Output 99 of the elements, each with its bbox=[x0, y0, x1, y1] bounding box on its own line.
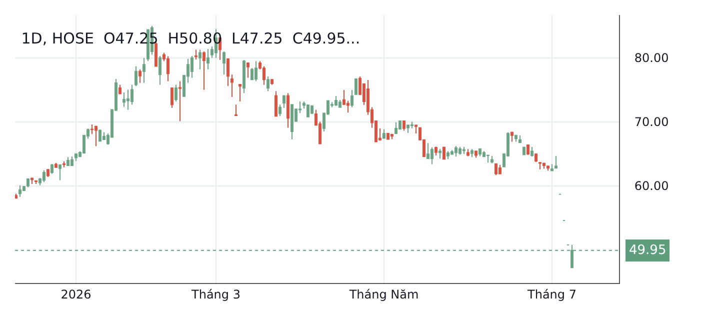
candlestick bbox=[434, 146, 438, 156]
candlestick bbox=[206, 48, 210, 70]
candlestick bbox=[486, 154, 490, 164]
x-tick-label: Tháng 7 bbox=[526, 287, 576, 302]
candlestick bbox=[238, 84, 242, 102]
candlestick bbox=[242, 59, 246, 94]
candlestick bbox=[570, 244, 574, 268]
candlestick bbox=[70, 156, 74, 166]
candlestick bbox=[222, 51, 226, 76]
candlestick bbox=[42, 170, 46, 183]
candlestick bbox=[142, 57, 146, 84]
candlestick bbox=[442, 146, 446, 160]
candlestick bbox=[278, 104, 282, 117]
ref-line-label: 49.95 bbox=[629, 243, 666, 258]
candlestick bbox=[518, 134, 522, 143]
candlestick bbox=[430, 146, 434, 165]
y-tick-label: 80.00 bbox=[634, 51, 669, 66]
candlestick bbox=[350, 89, 354, 108]
x-tick-label: 2026 bbox=[60, 287, 92, 302]
candlestick bbox=[514, 134, 518, 142]
candlestick bbox=[166, 56, 170, 82]
candlestick bbox=[554, 155, 558, 169]
candlestick bbox=[290, 104, 294, 140]
candlestick bbox=[478, 148, 482, 157]
candlestick bbox=[54, 162, 58, 168]
candlestick bbox=[286, 92, 290, 128]
candlestick bbox=[194, 49, 198, 60]
candlestick bbox=[334, 96, 338, 106]
candlestick bbox=[122, 92, 126, 108]
candlestick bbox=[274, 90, 278, 117]
candlestick bbox=[98, 129, 102, 142]
candlestick bbox=[266, 76, 270, 92]
candlestick bbox=[254, 60, 258, 82]
candlestick bbox=[15, 193, 18, 199]
candlestick bbox=[26, 178, 30, 188]
candlestick bbox=[462, 146, 466, 154]
candlestick bbox=[310, 105, 314, 114]
candlestick bbox=[158, 55, 162, 86]
candlestick bbox=[46, 168, 50, 178]
candlestick bbox=[198, 49, 202, 70]
candlestick bbox=[226, 58, 230, 87]
candlestick bbox=[522, 146, 526, 156]
candlestick bbox=[246, 62, 250, 78]
candlestick bbox=[490, 155, 494, 164]
candlestick bbox=[58, 164, 62, 181]
x-tick-label: Tháng Năm bbox=[348, 287, 419, 302]
candlestick bbox=[386, 132, 390, 140]
candlestick bbox=[390, 134, 394, 140]
candlestick bbox=[62, 160, 66, 168]
candlestick bbox=[458, 146, 462, 156]
candlestick bbox=[138, 68, 142, 84]
candlestick bbox=[178, 80, 182, 122]
candlestick bbox=[546, 166, 550, 172]
candlestick bbox=[66, 156, 70, 166]
candlestick bbox=[74, 153, 78, 162]
candlestick bbox=[438, 148, 442, 159]
candlestick bbox=[174, 84, 178, 102]
candlestick bbox=[270, 78, 274, 86]
candlestick bbox=[550, 164, 554, 172]
candlestick bbox=[102, 132, 106, 140]
candlestick bbox=[202, 51, 206, 90]
candlestick bbox=[234, 104, 238, 117]
candlestick bbox=[306, 104, 310, 118]
candlestick bbox=[474, 150, 478, 158]
candlestick bbox=[542, 162, 546, 170]
candlestick bbox=[282, 95, 286, 108]
candlestick bbox=[538, 161, 542, 170]
candlestick bbox=[134, 66, 138, 87]
candlestick bbox=[526, 144, 530, 156]
candlestick bbox=[338, 99, 342, 108]
candlestick bbox=[534, 153, 538, 162]
candlestick bbox=[510, 132, 514, 142]
x-tick-label: Tháng 3 bbox=[190, 287, 240, 302]
candlestick bbox=[470, 148, 474, 158]
candlestick bbox=[402, 120, 406, 132]
candlestick bbox=[230, 74, 234, 98]
candlestick bbox=[466, 148, 470, 157]
candlestick bbox=[414, 124, 418, 134]
candlestick bbox=[18, 184, 22, 198]
candlestick bbox=[34, 180, 38, 185]
candlestick bbox=[118, 84, 122, 94]
candlestick bbox=[30, 177, 34, 185]
y-tick-label: 70.00 bbox=[634, 115, 669, 130]
y-tick-label: 60.00 bbox=[634, 179, 669, 194]
candlestick bbox=[454, 145, 458, 158]
candlestick bbox=[126, 89, 130, 110]
candlestick bbox=[446, 150, 450, 160]
candlestick bbox=[530, 146, 534, 158]
candlestick bbox=[494, 163, 498, 176]
candlestick bbox=[406, 124, 410, 134]
candlestick bbox=[50, 163, 54, 174]
candlestick bbox=[450, 150, 454, 155]
candlestick bbox=[354, 78, 358, 95]
candlestick bbox=[394, 122, 398, 134]
candlestick bbox=[382, 128, 386, 139]
candlestick bbox=[94, 125, 98, 147]
candlestick bbox=[410, 121, 414, 129]
candlestick bbox=[498, 164, 502, 174]
candlestick bbox=[170, 88, 174, 108]
